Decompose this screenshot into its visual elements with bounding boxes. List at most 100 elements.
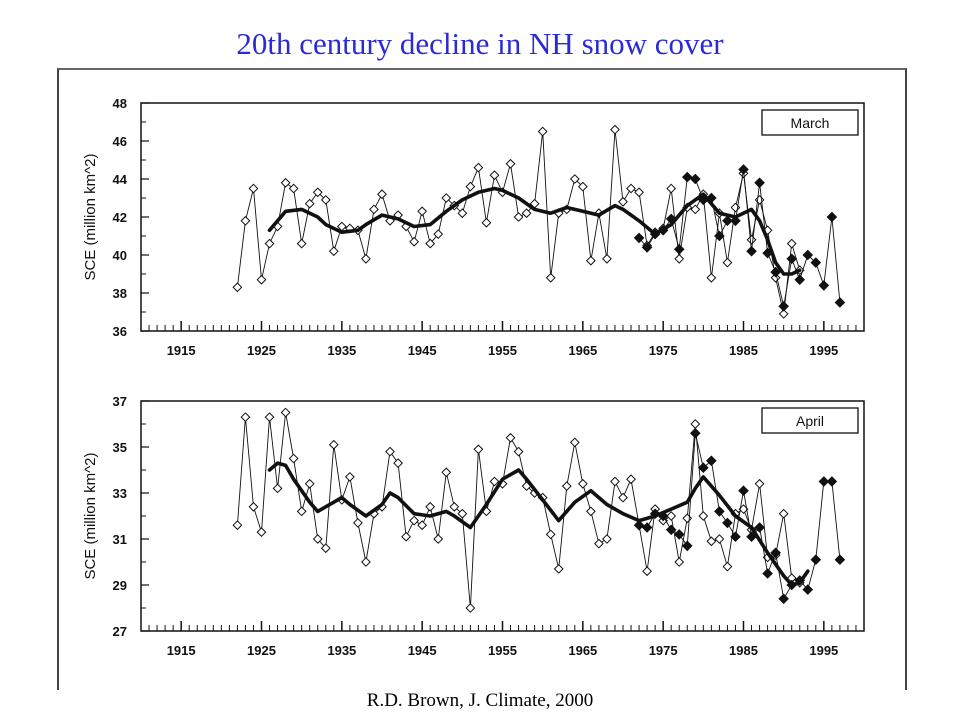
open-diamond-marker <box>369 204 379 215</box>
filled-diamond-marker <box>714 506 725 517</box>
x-tick-label: 1995 <box>809 643 838 658</box>
open-diamond-marker <box>256 527 267 538</box>
open-diamond-marker <box>465 181 476 192</box>
filled-diamond-marker <box>778 300 789 312</box>
y-tick-label: 46 <box>113 134 127 149</box>
open-diamond-marker <box>441 193 452 203</box>
citation: R.D. Brown, J. Climate, 2000 <box>366 690 594 711</box>
open-diamond-marker <box>754 478 765 489</box>
filled-diamond-marker <box>818 280 830 291</box>
filled-diamond-marker <box>681 171 693 183</box>
panel-label: April <box>796 413 824 429</box>
open-diamond-marker <box>561 481 572 492</box>
open-diamond-marker <box>344 471 355 482</box>
open-diamond-marker <box>248 183 259 194</box>
open-diamond-marker <box>666 511 677 521</box>
open-diamond-marker <box>674 557 685 567</box>
open-diamond-marker <box>626 183 636 194</box>
filled-diamond-marker <box>722 517 733 529</box>
y-tick-label: 29 <box>113 578 127 593</box>
filled-diamond-marker <box>754 177 765 189</box>
filled-diamond-marker <box>810 257 822 268</box>
open-diamond-marker <box>385 446 395 457</box>
x-tick-label: 1965 <box>568 643 597 658</box>
open-diamond-marker <box>618 196 628 207</box>
filled-diamond-marker <box>794 274 806 286</box>
open-diamond-marker <box>361 253 371 264</box>
trend-line <box>267 186 802 276</box>
figure-frame <box>57 68 907 690</box>
open-diamond-marker <box>240 412 251 423</box>
open-diamond-marker <box>280 407 291 418</box>
open-diamond-marker <box>569 437 580 448</box>
x-tick-label: 1935 <box>327 643 356 658</box>
y-tick-label: 27 <box>113 624 127 639</box>
y-axis-title: SCE (million km^2) <box>82 153 99 280</box>
open-diamond-marker <box>425 238 436 249</box>
filled-diamond-marker <box>722 215 733 227</box>
y-tick-label: 44 <box>113 172 128 187</box>
open-diamond-marker <box>473 162 484 173</box>
panel-label: March <box>791 115 830 131</box>
filled-diamond-marker <box>689 173 701 185</box>
filled-diamond-marker <box>673 529 685 540</box>
y-tick-label: 37 <box>113 394 127 409</box>
open-diamond-marker <box>288 183 299 194</box>
open-diamond-marker <box>577 181 588 192</box>
y-tick-label: 33 <box>113 486 127 501</box>
slide-title: 20th century decline in NH snow cover <box>236 26 724 61</box>
filled-diamond-marker <box>834 297 846 308</box>
filled-diamond-marker <box>818 476 830 487</box>
x-tick-label: 1935 <box>327 343 356 358</box>
y-axis-title: SCE (million km^2) <box>82 452 99 579</box>
open-diamond-marker <box>674 253 685 264</box>
y-tick-label: 31 <box>113 532 127 547</box>
open-diamond-marker <box>786 238 797 249</box>
open-diamond-marker <box>602 253 612 264</box>
open-diamond-marker <box>698 511 709 521</box>
x-tick-label: 1955 <box>488 343 517 358</box>
open-diamond-marker <box>585 506 596 517</box>
open-diamond-marker <box>473 444 484 455</box>
filled-diamond-marker <box>641 522 653 533</box>
filled-diamond-marker <box>633 232 645 244</box>
filled-diamond-marker <box>826 211 838 223</box>
open-diamond-marker <box>304 198 315 209</box>
open-diamond-marker <box>425 501 436 512</box>
open-diamond-marker <box>489 170 500 181</box>
filled-diamond-marker <box>681 540 693 552</box>
open-diamond-marker <box>706 536 717 547</box>
open-diamond-marker <box>577 478 588 489</box>
x-tick-label: 1985 <box>729 343 758 358</box>
filled-diamond-marker <box>802 249 814 261</box>
open-diamond-marker <box>682 513 693 524</box>
filled-diamond-marker <box>730 215 741 227</box>
open-diamond-marker <box>457 208 468 219</box>
open-diamond-marker <box>409 515 420 526</box>
open-diamond-marker <box>312 534 323 544</box>
x-tick-label: 1945 <box>408 343 437 358</box>
filled-diamond-marker <box>665 524 677 536</box>
y-tick-label: 40 <box>113 248 127 263</box>
open-diamond-marker <box>457 508 468 519</box>
x-tick-label: 1985 <box>729 643 758 658</box>
open-diamond-marker <box>304 478 315 489</box>
y-tick-label: 35 <box>113 440 127 455</box>
open-diamond-marker <box>296 238 307 249</box>
open-diamond-marker <box>465 603 476 613</box>
open-diamond-marker <box>602 534 612 544</box>
open-diamond-marker <box>240 215 251 226</box>
y-tick-label: 36 <box>113 324 127 339</box>
open-diamond-marker <box>296 506 307 517</box>
filled-diamond-marker <box>633 519 645 531</box>
open-diamond-marker <box>328 246 339 257</box>
filled-diamond-marker <box>730 531 741 543</box>
open-diamond-marker <box>320 194 331 205</box>
open-diamond-marker <box>610 476 620 487</box>
open-diamond-marker <box>433 229 444 240</box>
open-diamond-marker <box>417 520 428 531</box>
x-tick-label: 1955 <box>488 643 517 658</box>
open-diamond-marker <box>328 439 339 450</box>
open-diamond-marker <box>393 458 403 469</box>
x-tick-label: 1915 <box>167 343 196 358</box>
